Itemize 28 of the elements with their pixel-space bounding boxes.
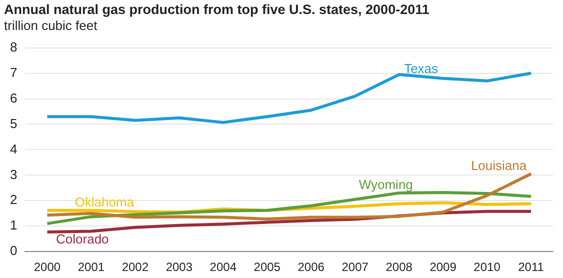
y-tick-label: 6 (10, 90, 18, 106)
x-tick-label: 2010 (474, 260, 501, 274)
y-tick-label: 7 (10, 64, 18, 80)
y-tick-label: 5 (10, 116, 18, 131)
x-tick-label: 2002 (122, 260, 149, 274)
x-tick-label: 2009 (430, 260, 457, 274)
chart-title: Annual natural gas production from top five U.S. states, 2000-2011 (4, 2, 430, 17)
y-tick-label: 2 (10, 192, 18, 208)
x-tick-label: 2001 (78, 260, 105, 274)
y-tick-label: 3 (10, 166, 18, 182)
x-tick-label: 2006 (298, 260, 325, 274)
x-tick-label: 2004 (210, 260, 237, 274)
y-tick-label: 4 (10, 141, 18, 156)
x-tick-label: 2011 (518, 260, 544, 274)
x-tick-label: 2008 (386, 260, 413, 274)
x-tick-label: 2000 (34, 260, 61, 274)
y-tick-label: 8 (10, 39, 18, 54)
series-label: Colorado (56, 232, 109, 247)
y-axis-title: trillion cubic feet (4, 18, 98, 33)
x-tick-label: 2007 (342, 260, 369, 274)
y-tick-label: 1 (10, 218, 18, 233)
series-label: Wyoming (358, 176, 413, 192)
x-tick-label: 2005 (254, 260, 281, 274)
series-label: Oklahoma (74, 194, 135, 210)
series-label: Louisiana (470, 158, 528, 173)
series-label: Texas (404, 61, 439, 76)
x-tick-label: 2003 (166, 260, 193, 274)
y-tick-label: 0 (10, 243, 18, 258)
